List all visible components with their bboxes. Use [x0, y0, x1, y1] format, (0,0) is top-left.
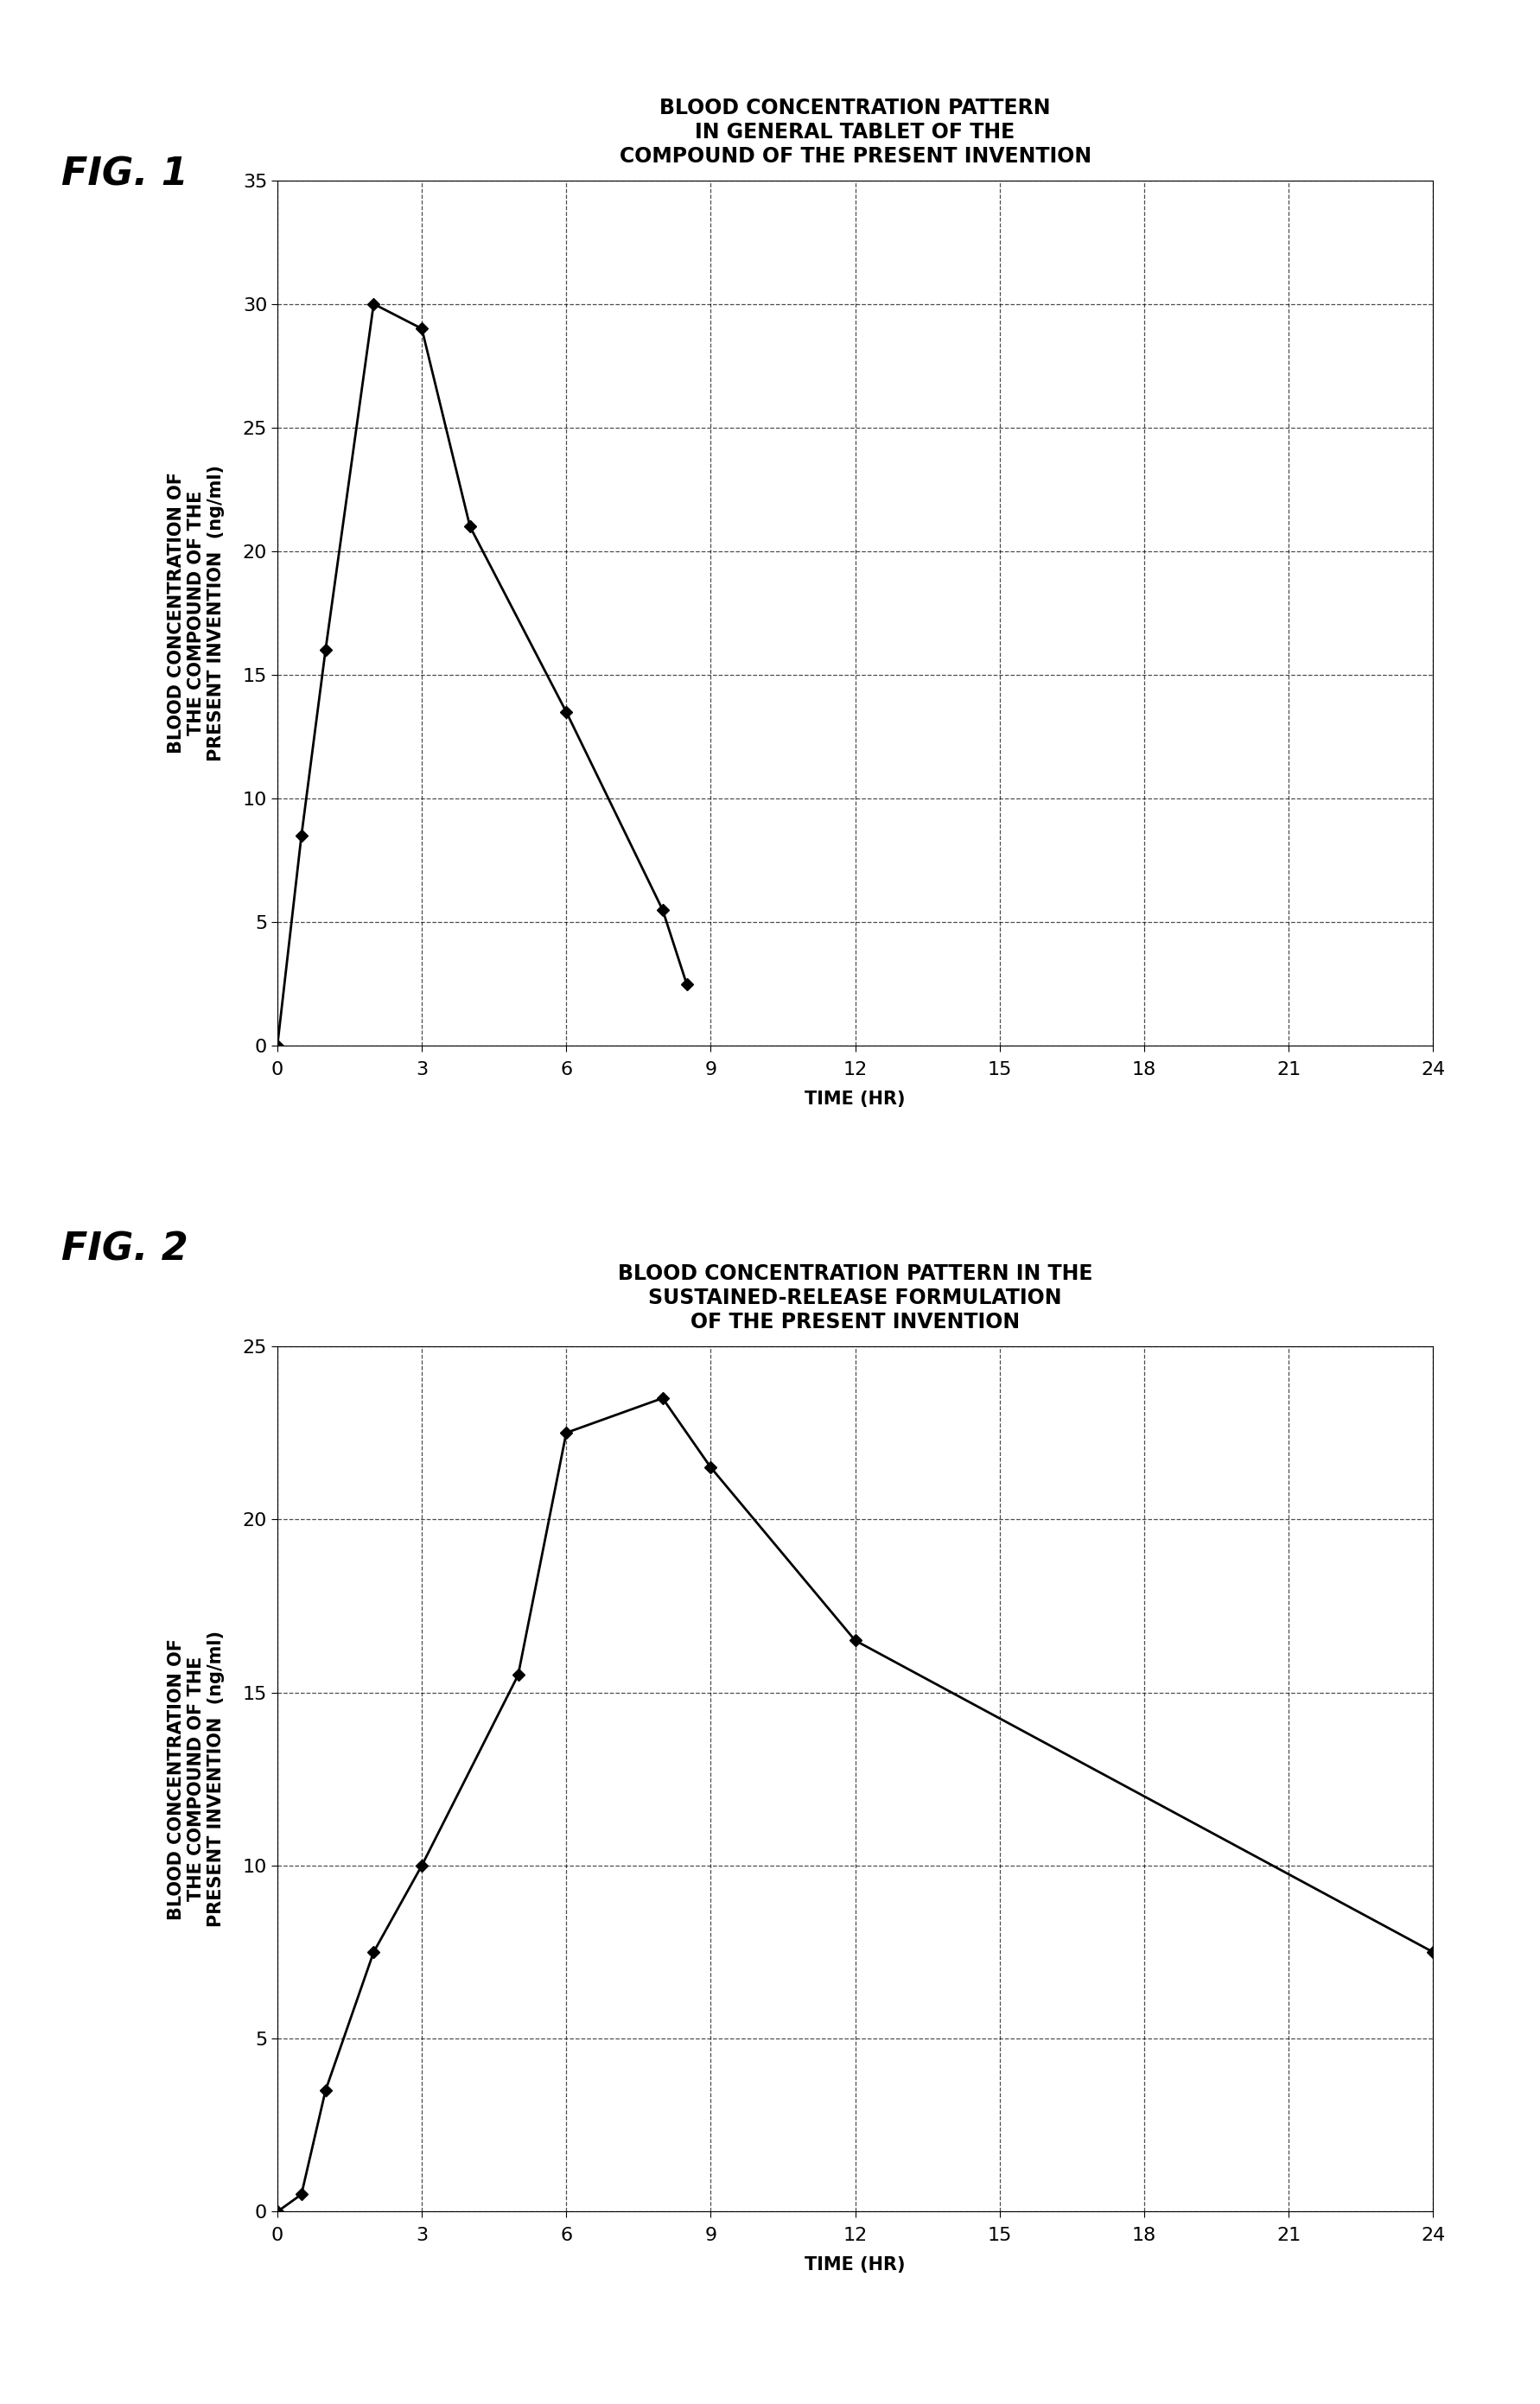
Text: FIG. 2: FIG. 2	[62, 1231, 188, 1267]
X-axis label: TIME (HR): TIME (HR)	[804, 1091, 906, 1108]
Text: FIG. 1: FIG. 1	[62, 156, 188, 192]
Y-axis label: BLOOD CONCENTRATION OF
THE COMPOUND OF THE
PRESENT INVENTION  (ng/ml): BLOOD CONCENTRATION OF THE COMPOUND OF T…	[168, 464, 225, 762]
Y-axis label: BLOOD CONCENTRATION OF
THE COMPOUND OF THE
PRESENT INVENTION  (ng/ml): BLOOD CONCENTRATION OF THE COMPOUND OF T…	[168, 1630, 225, 1928]
Title: BLOOD CONCENTRATION PATTERN IN THE
SUSTAINED-RELEASE FORMULATION
OF THE PRESENT : BLOOD CONCENTRATION PATTERN IN THE SUSTA…	[618, 1265, 1092, 1332]
X-axis label: TIME (HR): TIME (HR)	[804, 2257, 906, 2274]
Title: BLOOD CONCENTRATION PATTERN
IN GENERAL TABLET OF THE
COMPOUND OF THE PRESENT INV: BLOOD CONCENTRATION PATTERN IN GENERAL T…	[619, 99, 1090, 166]
